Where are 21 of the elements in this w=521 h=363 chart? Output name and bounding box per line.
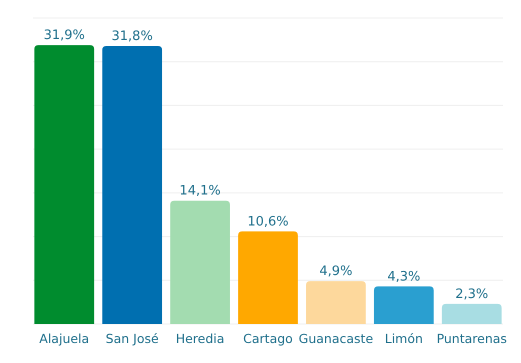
data-label: 10,6% xyxy=(247,214,289,230)
x-tick-label: Limón xyxy=(384,331,423,346)
x-tick-label: Heredia xyxy=(176,331,224,346)
data-label: 31,8% xyxy=(112,28,153,44)
bar xyxy=(170,200,230,324)
data-label: 2,3% xyxy=(455,286,488,302)
data-label: 14,1% xyxy=(179,184,221,199)
data-label: 4,9% xyxy=(319,264,352,280)
bar xyxy=(102,46,162,324)
bar xyxy=(374,286,434,324)
bar xyxy=(306,281,366,324)
bar xyxy=(442,304,502,324)
x-tick-label: San José xyxy=(106,331,159,346)
bar xyxy=(34,45,94,324)
x-tick-label: Alajuela xyxy=(39,331,90,346)
data-label: 4,3% xyxy=(387,269,420,284)
x-tick-label: Cartago xyxy=(243,331,293,346)
data-label: 31,9% xyxy=(44,28,85,44)
x-tick-label: Puntarenas xyxy=(436,331,507,346)
x-tick-label: Guanacaste xyxy=(298,331,374,346)
bar xyxy=(238,231,298,324)
